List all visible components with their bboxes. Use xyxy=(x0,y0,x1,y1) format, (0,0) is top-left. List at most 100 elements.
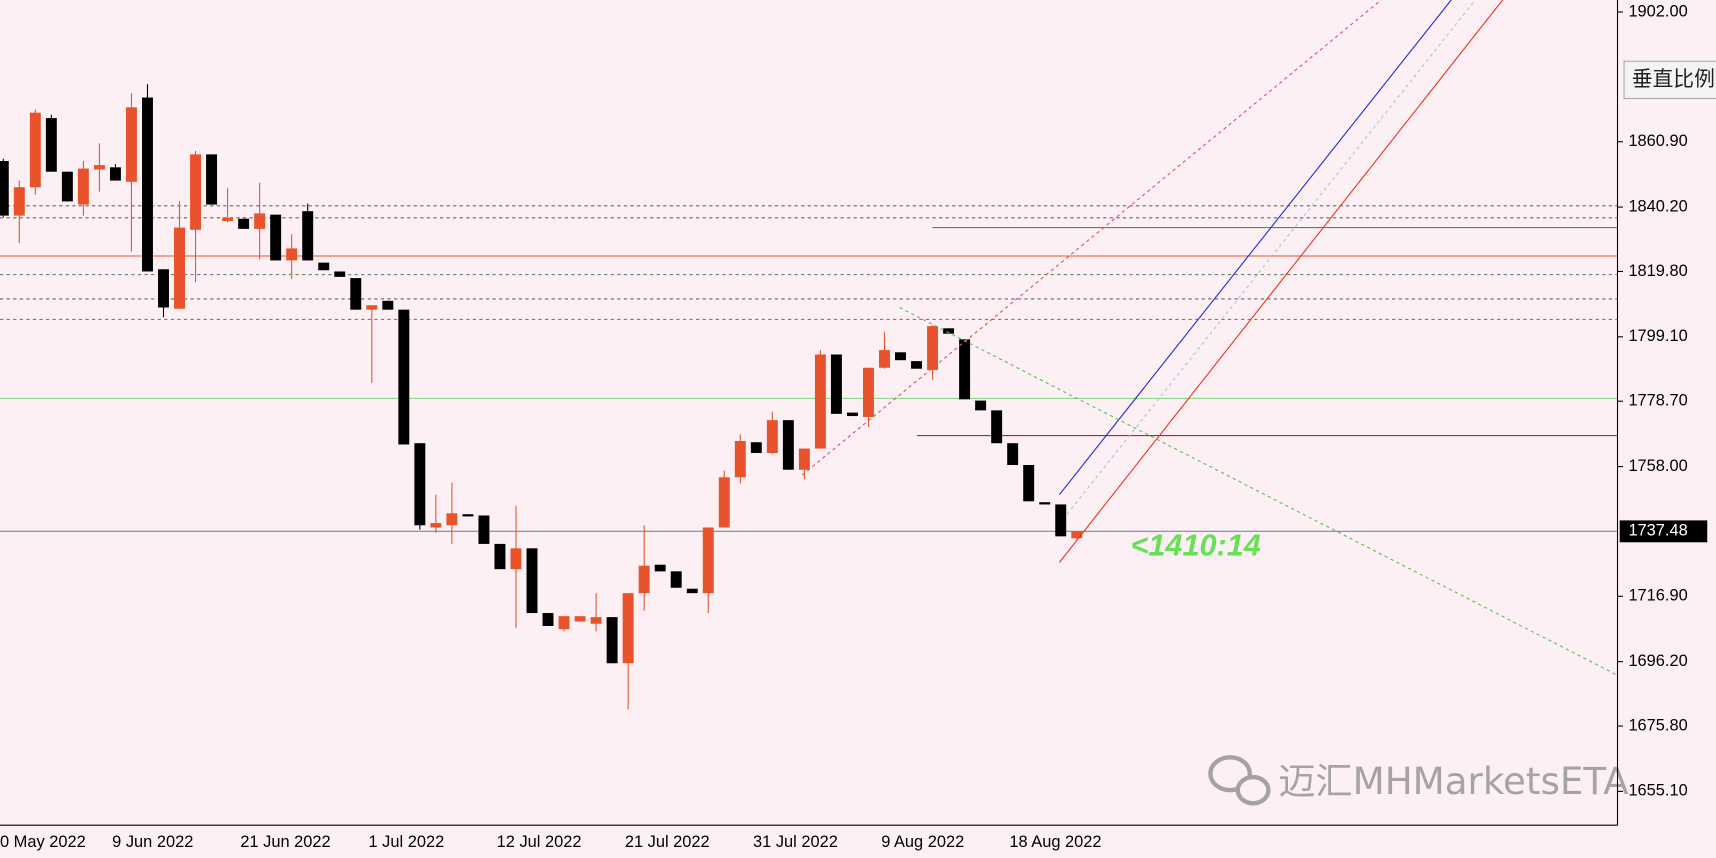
candle-body xyxy=(558,616,570,630)
candle-body xyxy=(1039,502,1051,505)
candle-body xyxy=(254,213,266,229)
candle-body xyxy=(77,168,89,205)
annotation: <1410:14 xyxy=(1131,528,1261,562)
y-tick-label: 1758.00 xyxy=(1628,457,1687,475)
candle-body xyxy=(414,443,426,526)
x-tick-label: 21 Jun 2022 xyxy=(240,833,330,851)
candle-body xyxy=(654,564,666,572)
candle-body xyxy=(494,543,506,570)
watermark: 迈汇MHMarketsETA xyxy=(1208,755,1629,806)
candle-body xyxy=(206,154,218,205)
candle-body xyxy=(29,112,41,188)
current-price-label: 1737.48 xyxy=(1628,522,1687,540)
y-tick-label: 1860.90 xyxy=(1628,132,1687,150)
candle-body xyxy=(61,171,73,202)
candle-body xyxy=(574,616,586,622)
candle-body xyxy=(991,410,1003,444)
plot-area xyxy=(0,84,1618,710)
candle-body xyxy=(911,361,922,369)
candle-body xyxy=(93,165,105,170)
trend-line xyxy=(899,307,1618,676)
candle-body xyxy=(398,309,410,445)
y-tick-label: 1902.00 xyxy=(1628,2,1687,20)
x-tick-label: 21 Jul 2022 xyxy=(625,833,710,851)
candle-body xyxy=(846,412,858,417)
candle-body xyxy=(238,218,250,229)
x-tick-label: 9 Aug 2022 xyxy=(881,833,964,851)
candle-body xyxy=(590,617,602,624)
candle-body xyxy=(0,160,9,216)
price-axis: 1902.00 1860.90 1840.20 1819.80 1799.10 1778.… xyxy=(1617,2,1708,800)
candle-body xyxy=(350,278,362,310)
y-tick-label: 1655.10 xyxy=(1628,782,1687,800)
candle-body xyxy=(830,354,842,414)
y-tick-label: 1840.20 xyxy=(1628,197,1687,215)
candle-body xyxy=(45,118,57,172)
candle-body xyxy=(142,97,153,272)
candle-body xyxy=(798,448,810,470)
candle-body xyxy=(382,300,394,310)
candle-body xyxy=(462,514,474,517)
candle-body xyxy=(446,513,458,526)
candle-body xyxy=(975,400,987,411)
vertical-scale-label[interactable]: 垂直比例 xyxy=(1632,67,1715,91)
y-tick-label: 1799.10 xyxy=(1628,327,1687,345)
candle-body xyxy=(750,442,762,453)
wechat-icon xyxy=(1235,774,1271,806)
candle-body xyxy=(702,527,714,594)
candle-body xyxy=(638,565,650,594)
candle-body xyxy=(927,326,939,370)
y-tick-label: 1778.70 xyxy=(1628,392,1687,410)
candle-body xyxy=(862,367,874,418)
x-tick-label: 18 Aug 2022 xyxy=(1009,833,1101,851)
candle-body xyxy=(286,248,298,261)
trend-line xyxy=(1066,0,1476,515)
trend-line xyxy=(1058,0,1452,496)
candle-body xyxy=(190,154,202,230)
trend-line xyxy=(801,0,1382,476)
candle-body xyxy=(670,571,682,588)
candle-body xyxy=(959,339,971,400)
candle-body xyxy=(526,548,538,614)
candle-body xyxy=(125,107,137,182)
candle-body xyxy=(109,167,121,181)
candle-body xyxy=(334,271,346,277)
current-price-box xyxy=(1619,520,1708,543)
y-tick-label: 1716.90 xyxy=(1628,587,1687,605)
candle-body xyxy=(734,440,746,478)
candle-body xyxy=(1023,464,1035,502)
watermark-text: 迈汇MHMarketsETA xyxy=(1278,759,1629,803)
candle-body xyxy=(302,211,314,261)
candle-body xyxy=(222,217,234,221)
candle-body xyxy=(814,354,826,449)
candle-body xyxy=(686,588,698,594)
candle-body xyxy=(782,420,794,470)
candle-body xyxy=(606,617,618,664)
x-tick-label: 31 Jul 2022 xyxy=(753,833,838,851)
wechat-icon xyxy=(1208,755,1252,793)
trend-line xyxy=(1058,0,1504,563)
candle-body xyxy=(158,269,169,308)
candle-body xyxy=(766,420,778,453)
candle-body xyxy=(318,262,330,271)
x-tick-label: 12 Jul 2022 xyxy=(497,833,582,851)
candle-body xyxy=(1055,504,1067,537)
candle-body xyxy=(718,477,730,528)
candle-body xyxy=(542,613,554,626)
candle-body xyxy=(270,214,282,261)
x-tick-label: 9 Jun 2022 xyxy=(112,833,193,851)
candle-body xyxy=(622,593,634,664)
candle-body xyxy=(366,305,378,310)
candle-body xyxy=(174,227,185,309)
candle-body xyxy=(1007,443,1019,465)
x-tick-label: 0 May 2022 xyxy=(0,833,86,851)
y-tick-label: 1675.80 xyxy=(1628,716,1687,734)
candle-body xyxy=(1071,531,1083,539)
vertical-scale-button[interactable] xyxy=(1623,60,1716,100)
candle-body xyxy=(430,523,442,528)
candle-body xyxy=(879,350,890,368)
candle-body xyxy=(943,328,955,334)
x-tick-label: 1 Jul 2022 xyxy=(369,833,445,851)
